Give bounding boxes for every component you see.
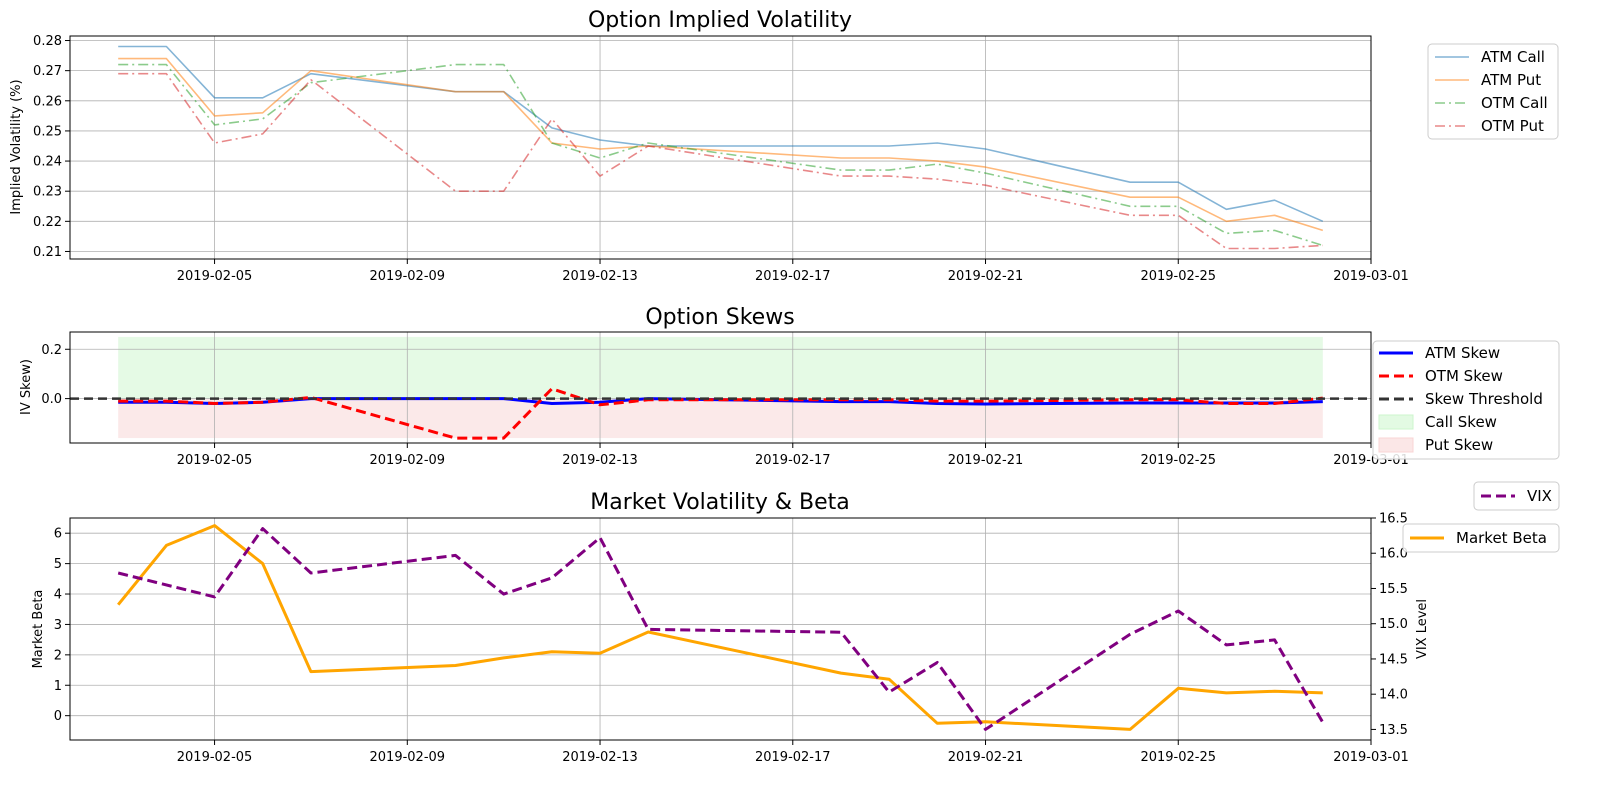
- iv-x-tick-label: 2019-03-01: [1333, 269, 1409, 284]
- iv-y-tick-label: 0.24: [33, 155, 62, 170]
- market-legend-beta: [1402, 523, 1560, 553]
- iv-legend-item-atm-put-label: ATM Put: [1481, 71, 1541, 89]
- skew-legend-item-put-skew-label: Put Skew: [1425, 436, 1493, 454]
- market-y2-tick-label: 15.0: [1379, 617, 1408, 632]
- market-y2-tick-label: 14.5: [1379, 652, 1408, 667]
- iv-legend-item-otm-put-label: OTM Put: [1481, 117, 1544, 135]
- market-x-tick-label: 2019-02-09: [370, 750, 446, 765]
- skew-chart-title: Option Skews: [645, 305, 794, 330]
- iv-x-tick-label: 2019-02-13: [562, 269, 638, 284]
- skew-x-tick-label: 2019-02-09: [370, 453, 446, 468]
- market-x-tick-label: 2019-03-01: [1333, 750, 1409, 765]
- market-y-tick-label: 5: [54, 557, 62, 572]
- market-y-axis-label: Market Beta: [31, 590, 46, 669]
- iv-y-axis-label: Implied Volatility (%): [9, 79, 24, 214]
- market-x-tick-label: 2019-02-13: [562, 750, 638, 765]
- iv-x-tick-label: 2019-02-25: [1140, 269, 1216, 284]
- skew-band-put-skew: [118, 398, 1323, 439]
- market-legend-vix: [1473, 481, 1560, 511]
- iv-series-atm-put: [118, 57, 1324, 232]
- skew-x-tick-label: 2019-02-17: [755, 453, 831, 468]
- iv-legend: [1427, 43, 1559, 140]
- skew-legend-item-atm-skew-label: ATM Skew: [1425, 344, 1500, 362]
- market-x-tick-label: 2019-02-21: [948, 750, 1024, 765]
- market-y-tick-label: 2: [54, 648, 62, 663]
- market-y-tick-label: 3: [54, 618, 62, 633]
- iv-series-otm-put: [118, 72, 1323, 250]
- iv-plot-frame: [69, 35, 1372, 260]
- skew-y-axis-label: IV Skew): [19, 359, 34, 415]
- iv-x-tick-label: 2019-02-09: [370, 269, 446, 284]
- skew-band-call-skew: [118, 336, 1323, 399]
- market-y-tick-label: 6: [54, 527, 62, 542]
- iv-y-tick-label: 0.26: [33, 94, 62, 109]
- skew-legend: [1372, 340, 1560, 460]
- market-y2-axis-label: VIX Level: [1415, 599, 1430, 659]
- skew-legend-item-call-skew-swatch: [1378, 414, 1414, 430]
- skew-panel: Option Skews IV Skew) 2019-02-05 2019-02-…: [19, 305, 1560, 468]
- market-chart-title: Market Volatility & Beta: [590, 490, 850, 515]
- market-series-vix: [117, 527, 1325, 731]
- market-y2-tick-label: 16.5: [1379, 512, 1408, 527]
- skew-x-tick-label: 2019-02-13: [562, 453, 638, 468]
- skew-x-tick-label: 2019-02-21: [948, 453, 1024, 468]
- iv-y-tick-label: 0.22: [33, 215, 62, 230]
- market-y-tick-label: 1: [54, 679, 62, 694]
- iv-x-tick-label: 2019-02-17: [755, 269, 831, 284]
- market-legend-item-beta-label: Market Beta: [1456, 529, 1547, 547]
- skew-x-tick-label: 2019-02-25: [1140, 453, 1216, 468]
- iv-legend-item-otm-call-label: OTM Call: [1481, 94, 1548, 112]
- market-x-tick-label: 2019-02-17: [755, 750, 831, 765]
- market-legend-item-vix-label: VIX: [1527, 487, 1552, 505]
- iv-x-tick-label: 2019-02-21: [948, 269, 1024, 284]
- skew-legend-item-skew-threshold-label: Skew Threshold: [1425, 390, 1543, 408]
- skew-plot-frame: [69, 331, 1372, 444]
- market-x-tick-label: 2019-02-05: [177, 750, 253, 765]
- iv-y-tick-label: 0.27: [33, 64, 62, 79]
- skew-legend-item-otm-skew-label: OTM Skew: [1425, 367, 1503, 385]
- skew-legend-item-call-skew-label: Call Skew: [1425, 413, 1497, 431]
- skew-x-tick-label: 2019-02-05: [177, 453, 253, 468]
- market-y2-tick-label: 15.5: [1379, 582, 1408, 597]
- iv-chart-title: Option Implied Volatility: [588, 8, 852, 33]
- iv-legend-item-atm-call-label: ATM Call: [1481, 48, 1545, 66]
- market-y2-tick-label: 13.5: [1379, 723, 1408, 738]
- iv-y-tick-label: 0.23: [33, 185, 62, 200]
- market-x-tick-label: 2019-02-25: [1140, 750, 1216, 765]
- iv-y-tick-label: 0.25: [33, 124, 62, 139]
- skew-y-tick-label: 0.0: [41, 392, 62, 407]
- iv-series-otm-call: [118, 63, 1324, 247]
- market-plot-frame: [69, 517, 1372, 741]
- market-y2-tick-label: 16.0: [1379, 547, 1408, 562]
- market-series-beta: [117, 524, 1323, 731]
- iv-x-tick-label: 2019-02-05: [177, 269, 253, 284]
- iv-panel: Option Implied Volatility Implied Volati…: [9, 8, 1559, 284]
- market-y-tick-label: 0: [54, 709, 62, 724]
- skew-y-tick-label: 0.2: [41, 343, 62, 358]
- iv-y-tick-label: 0.28: [33, 34, 62, 49]
- market-panel: Market Volatility & Beta Market Beta VIX…: [31, 481, 1560, 765]
- iv-y-tick-label: 0.21: [33, 245, 62, 260]
- skew-legend-item-put-skew-swatch: [1378, 437, 1414, 453]
- iv-series-atm-call: [118, 45, 1324, 223]
- market-y2-tick-label: 14.0: [1379, 688, 1408, 703]
- market-y-tick-label: 4: [54, 588, 62, 603]
